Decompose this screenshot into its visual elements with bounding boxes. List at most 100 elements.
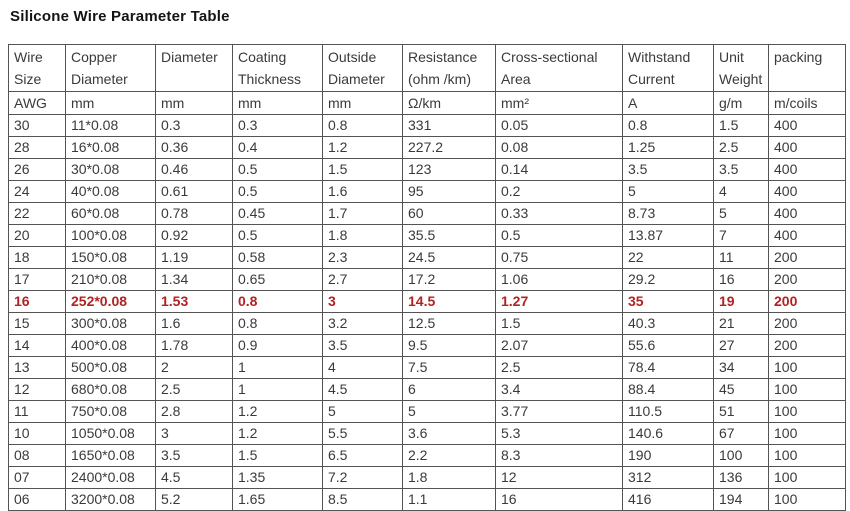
cell: 110.5: [622, 400, 714, 423]
unit-cell: g/m: [713, 91, 769, 115]
cell: 20: [8, 224, 66, 247]
cell: 1050*0.08: [65, 422, 156, 445]
cell: 10: [8, 422, 66, 445]
cell: 0.2: [495, 180, 623, 203]
cell: 30*0.08: [65, 158, 156, 181]
cell: 0.14: [495, 158, 623, 181]
cell: 190: [622, 444, 714, 467]
cell: 0.5: [232, 224, 323, 247]
cell: 0.78: [155, 202, 233, 225]
cell: 29.2: [622, 268, 714, 291]
cell: 400: [768, 224, 846, 247]
cell: 680*0.08: [65, 378, 156, 401]
table-row: 06 3200*0.08 5.2 1.65 8.5 1.1 16 416 194 100: [8, 488, 846, 511]
header-cell: Resistance (ohm /km): [402, 44, 496, 92]
cell: 4: [322, 356, 403, 379]
cell: 3.4: [495, 378, 623, 401]
cell: 60: [402, 202, 496, 225]
table-row: 07 2400*0.08 4.5 1.35 7.2 1.8 12 312 136 100: [8, 466, 846, 489]
cell: 400: [768, 180, 846, 203]
cell: 750*0.08: [65, 400, 156, 423]
cell: 35.5: [402, 224, 496, 247]
cell: 1.2: [232, 400, 323, 423]
cell: 2: [155, 356, 233, 379]
cell: 4: [713, 180, 769, 203]
cell: 0.65: [232, 268, 323, 291]
cell: 0.92: [155, 224, 233, 247]
cell: 1: [232, 356, 323, 379]
cell: 200: [768, 268, 846, 291]
cell: 2.07: [495, 334, 623, 357]
cell: 16: [8, 290, 66, 313]
cell: 45: [713, 378, 769, 401]
cell: 200: [768, 246, 846, 269]
cell: 3.77: [495, 400, 623, 423]
cell: 0.4: [232, 136, 323, 159]
unit-cell: A: [622, 91, 714, 115]
cell: 8.5: [322, 488, 403, 511]
cell: 6: [402, 378, 496, 401]
table-row: 15 300*0.08 1.6 0.8 3.2 12.5 1.5 40.3 21 200: [8, 312, 846, 335]
cell: 2.7: [322, 268, 403, 291]
cell: 150*0.08: [65, 246, 156, 269]
cell: 0.5: [495, 224, 623, 247]
cell: 12: [495, 466, 623, 489]
cell: 1.2: [232, 422, 323, 445]
cell: 210*0.08: [65, 268, 156, 291]
parameter-table: Wire Size Copper Diameter Diameter Coating …: [8, 44, 846, 511]
cell: 227.2: [402, 136, 496, 159]
cell: 0.36: [155, 136, 233, 159]
cell: 0.9: [232, 334, 323, 357]
cell: 3.2: [322, 312, 403, 335]
cell: 2.5: [495, 356, 623, 379]
cell: 3.5: [713, 158, 769, 181]
cell: 2.2: [402, 444, 496, 467]
cell: 252*0.08: [65, 290, 156, 313]
cell: 0.8: [322, 114, 403, 137]
cell: 400: [768, 202, 846, 225]
cell: 5.2: [155, 488, 233, 511]
cell: 35: [622, 290, 714, 313]
cell: 400*0.08: [65, 334, 156, 357]
table-body: 30 11*0.08 0.3 0.3 0.8 331 0.05 0.8 1.5 400 28 16*0…: [8, 114, 846, 511]
cell: 11: [8, 400, 66, 423]
cell: 416: [622, 488, 714, 511]
cell: 100: [768, 444, 846, 467]
cell: 0.05: [495, 114, 623, 137]
cell: 2.3: [322, 246, 403, 269]
cell: 100: [713, 444, 769, 467]
cell: 1.19: [155, 246, 233, 269]
cell: 60*0.08: [65, 202, 156, 225]
header-cell: Wire Size: [8, 44, 66, 92]
cell: 140.6: [622, 422, 714, 445]
table-row: 12 680*0.08 2.5 1 4.5 6 3.4 88.4 45 100: [8, 378, 846, 401]
cell: 0.61: [155, 180, 233, 203]
cell: 300*0.08: [65, 312, 156, 335]
unit-cell: mm²: [495, 91, 623, 115]
cell: 0.08: [495, 136, 623, 159]
cell: 200: [768, 334, 846, 357]
cell: 51: [713, 400, 769, 423]
table-row: 14 400*0.08 1.78 0.9 3.5 9.5 2.07 55.6 27 200: [8, 334, 846, 357]
cell: 22: [8, 202, 66, 225]
cell: 3200*0.08: [65, 488, 156, 511]
table-row: 22 60*0.08 0.78 0.45 1.7 60 0.33 8.73 5 400: [8, 202, 846, 225]
header-cell: Outside Diameter: [322, 44, 403, 92]
cell: 400: [768, 114, 846, 137]
cell: 0.45: [232, 202, 323, 225]
cell: 1.25: [622, 136, 714, 159]
cell: 1.06: [495, 268, 623, 291]
cell: 06: [8, 488, 66, 511]
cell: 16*0.08: [65, 136, 156, 159]
header-cell: Withstand Current: [622, 44, 714, 92]
cell: 1.8: [402, 466, 496, 489]
cell: 400: [768, 158, 846, 181]
cell: 100: [768, 356, 846, 379]
cell: 4.5: [155, 466, 233, 489]
cell: 5: [322, 400, 403, 423]
cell: 3: [155, 422, 233, 445]
cell: 28: [8, 136, 66, 159]
cell: 17.2: [402, 268, 496, 291]
cell: 3.6: [402, 422, 496, 445]
cell: 4.5: [322, 378, 403, 401]
